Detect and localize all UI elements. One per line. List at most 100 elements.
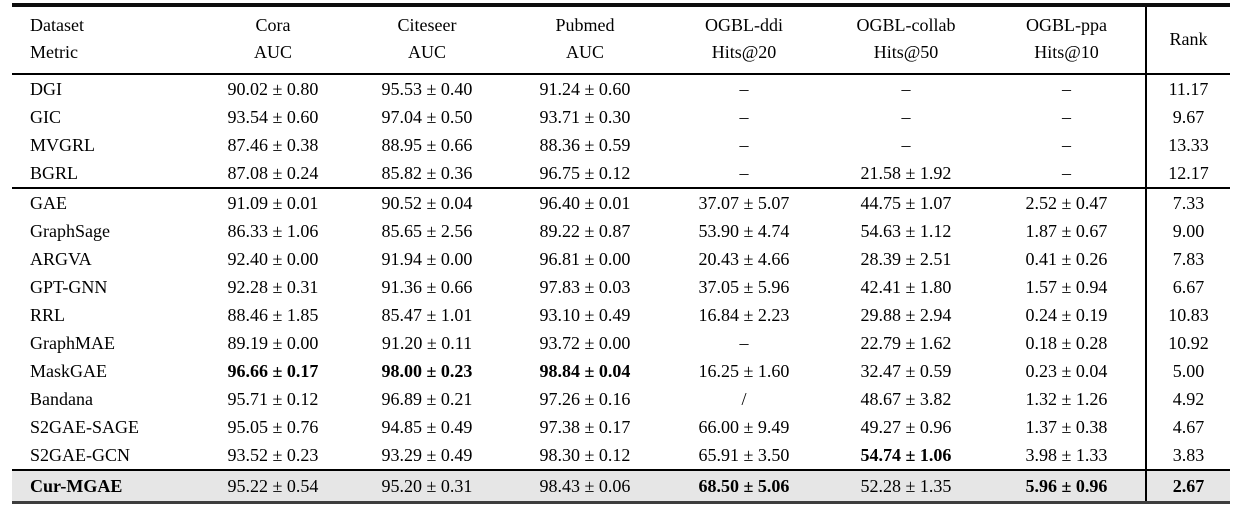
value-cell: 42.41 ± 1.80	[860, 277, 952, 297]
value-cell: –	[1062, 107, 1071, 127]
header-col-ogbl-ppa: OGBL-ppa Hits@10	[988, 5, 1146, 75]
value-cell: 96.40 ± 0.01	[506, 187, 664, 217]
rank-cell: 4.92	[1145, 385, 1230, 413]
value-cell: 87.08 ± 0.24	[227, 163, 319, 183]
table-header: Dataset Metric Cora AUC Citeseer AUC Pub…	[12, 5, 1230, 75]
method-cell: GraphSage	[30, 221, 110, 241]
value-cell: –	[1062, 135, 1071, 155]
value-cell: 91.09 ± 0.01	[198, 187, 348, 217]
method-cell: BGRL	[30, 163, 79, 183]
value-cell: 93.54 ± 0.60	[227, 107, 319, 127]
header-metric-name: Hits@10	[1034, 42, 1099, 62]
table-row: GraphMAE 89.19 ± 0.00 91.20 ± 0.11 93.72 ± …	[12, 329, 1230, 357]
value-cell: 98.00 ± 0.23	[381, 361, 473, 381]
value-cell: –	[901, 79, 911, 99]
header-dataset-name: Pubmed	[555, 15, 615, 35]
header-col-rank: Rank	[1145, 5, 1230, 75]
header-dataset-name: OGBL-collab	[856, 15, 956, 35]
header-col-ogbl-collab: OGBL-collab Hits@50	[824, 5, 988, 75]
value-cell: –	[739, 107, 749, 127]
value-cell: 91.36 ± 0.66	[381, 277, 473, 297]
table-row: GAE 91.09 ± 0.01 90.52 ± 0.04 96.40 ± 0.01 3…	[12, 187, 1230, 217]
value-cell: 21.58 ± 1.92	[860, 163, 952, 183]
method-cell: Cur-MGAE	[12, 469, 198, 503]
header-dataset-name: Cora	[255, 15, 291, 35]
value-cell: 93.71 ± 0.30	[539, 107, 631, 127]
value-cell: 1.37 ± 0.38	[1025, 417, 1108, 437]
rank-cell: 9.67	[1145, 103, 1230, 131]
value-cell: 93.72 ± 0.00	[539, 333, 631, 353]
rank-cell: 2.67	[1145, 469, 1230, 503]
table-row: ARGVA 92.40 ± 0.00 91.94 ± 0.00 96.81 ± 0.0…	[12, 245, 1230, 273]
value-cell: 91.20 ± 0.11	[381, 333, 473, 353]
table-row: Cur-MGAE 95.22 ± 0.54 95.20 ± 0.31 98.43 ± …	[12, 469, 1230, 503]
rank-cell: 12.17	[1145, 159, 1230, 188]
header-dataset-label: Dataset	[30, 15, 84, 35]
value-cell: 3.98 ± 1.33	[1025, 445, 1108, 465]
value-cell: 1.87 ± 0.67	[1025, 221, 1108, 241]
value-cell: 53.90 ± 4.74	[698, 221, 790, 241]
method-cell: MVGRL	[30, 135, 96, 155]
value-cell: 49.27 ± 0.96	[860, 417, 952, 437]
value-cell: 54.74 ± 1.06	[860, 445, 952, 465]
value-cell: 92.40 ± 0.00	[227, 249, 319, 269]
value-cell: 98.84 ± 0.04	[539, 361, 631, 381]
value-cell: 88.46 ± 1.85	[227, 305, 319, 325]
value-cell: 97.38 ± 0.17	[539, 417, 631, 437]
rank-cell: 9.00	[1145, 217, 1230, 245]
table-row: S2GAE-GCN 93.52 ± 0.23 93.29 ± 0.49 98.30 ±…	[12, 441, 1230, 470]
method-cell: Bandana	[30, 389, 93, 409]
value-cell: 88.95 ± 0.66	[381, 135, 473, 155]
header-row: Dataset Metric Cora AUC Citeseer AUC Pub…	[12, 5, 1230, 75]
value-cell: 97.04 ± 0.50	[381, 107, 473, 127]
value-cell: 22.79 ± 1.62	[860, 333, 952, 353]
header-col-cora: Cora AUC	[198, 5, 348, 75]
header-metric-name: AUC	[253, 42, 292, 62]
value-cell: 1.32 ± 1.26	[1025, 389, 1108, 409]
header-dataset-name: Citeseer	[397, 15, 457, 35]
value-cell: 95.20 ± 0.31	[348, 469, 506, 503]
value-cell: 93.29 ± 0.49	[381, 445, 473, 465]
value-cell: –	[901, 107, 911, 127]
value-cell: 29.88 ± 2.94	[860, 305, 952, 325]
method-cell: GPT-GNN	[30, 277, 108, 297]
value-cell: 65.91 ± 3.50	[698, 445, 790, 465]
value-cell: 28.39 ± 2.51	[860, 249, 952, 269]
header-metric-name: AUC	[565, 42, 604, 62]
value-cell: 98.30 ± 0.12	[539, 445, 631, 465]
value-cell: /	[741, 389, 747, 409]
header-col-pubmed: Pubmed AUC	[506, 5, 664, 75]
value-cell: 68.50 ± 5.06	[664, 469, 824, 503]
value-cell: 93.10 ± 0.49	[539, 305, 631, 325]
value-cell: 95.22 ± 0.54	[198, 469, 348, 503]
table-row: BGRL 87.08 ± 0.24 85.82 ± 0.36 96.75 ± 0.12…	[12, 159, 1230, 188]
table-row: MaskGAE 96.66 ± 0.17 98.00 ± 0.23 98.84 ± 0…	[12, 357, 1230, 385]
rank-cell: 7.83	[1145, 245, 1230, 273]
method-cell: GAE	[12, 187, 198, 217]
results-table-container: Dataset Metric Cora AUC Citeseer AUC Pub…	[12, 3, 1230, 504]
value-cell: 37.05 ± 5.96	[698, 277, 790, 297]
rank-cell: 6.67	[1145, 273, 1230, 301]
value-cell: 85.47 ± 1.01	[381, 305, 473, 325]
value-cell: 98.43 ± 0.06	[506, 469, 664, 503]
value-cell: 88.36 ± 0.59	[539, 135, 631, 155]
table-body: DGI 90.02 ± 0.80 95.53 ± 0.40 91.24 ± 0.60 –…	[12, 74, 1230, 503]
rank-cell: 4.67	[1145, 413, 1230, 441]
value-cell: 93.52 ± 0.23	[227, 445, 319, 465]
value-cell: 66.00 ± 9.49	[698, 417, 790, 437]
value-cell: 52.28 ± 1.35	[824, 469, 988, 503]
value-cell: 20.43 ± 4.66	[698, 249, 790, 269]
method-cell: GraphMAE	[30, 333, 115, 353]
value-cell: 96.75 ± 0.12	[539, 163, 631, 183]
value-cell: –	[1062, 79, 1071, 99]
header-dataset-metric: Dataset Metric	[12, 5, 198, 75]
table-row: MVGRL 87.46 ± 0.38 88.95 ± 0.66 88.36 ± 0.5…	[12, 131, 1230, 159]
value-cell: 87.46 ± 0.38	[227, 135, 319, 155]
value-cell: 1.57 ± 0.94	[1025, 277, 1108, 297]
rank-cell: 11.17	[1145, 74, 1230, 103]
value-cell: 0.41 ± 0.26	[1025, 249, 1108, 269]
value-cell: 85.82 ± 0.36	[381, 163, 473, 183]
value-cell: 16.84 ± 2.23	[698, 305, 790, 325]
header-col-ogbl-ddi: OGBL-ddi Hits@20	[664, 5, 824, 75]
rank-cell: 10.83	[1145, 301, 1230, 329]
